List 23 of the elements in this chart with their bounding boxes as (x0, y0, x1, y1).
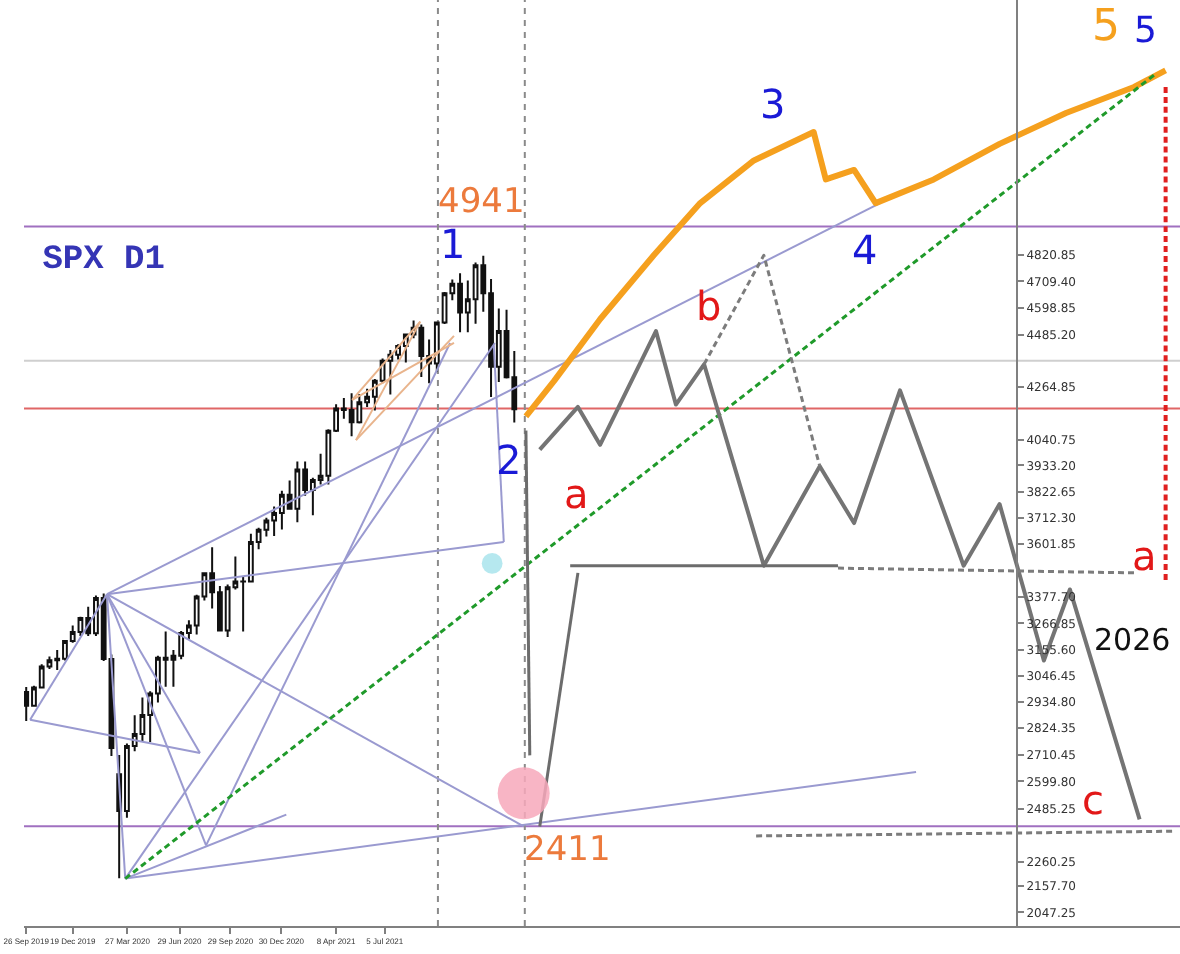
candlestick (472, 261, 479, 325)
candlestick (348, 392, 355, 438)
annotation: a (1132, 532, 1157, 580)
annotation: 5 (1134, 10, 1157, 52)
candlestick (418, 323, 425, 379)
ref-line-label: 4941 (438, 182, 525, 222)
ref-line-label: 2411 (524, 830, 611, 870)
candlestick (294, 460, 301, 524)
annotation: 3 (760, 80, 786, 128)
annotation: 5 (1092, 2, 1120, 52)
candlestick (24, 686, 30, 722)
line-series (522, 67, 1169, 420)
candlestick (139, 696, 146, 744)
annotation: b (696, 282, 722, 330)
text: SPX D1 (42, 241, 165, 280)
candlestick (387, 349, 394, 396)
annotation: 4 (852, 226, 878, 274)
annotation: c (1082, 776, 1104, 824)
candlestick (457, 272, 463, 334)
annotation: 1 (440, 220, 466, 268)
annotation: 2 (496, 436, 522, 484)
annotation: a (564, 470, 589, 518)
annotation: 2026 (1094, 622, 1171, 658)
